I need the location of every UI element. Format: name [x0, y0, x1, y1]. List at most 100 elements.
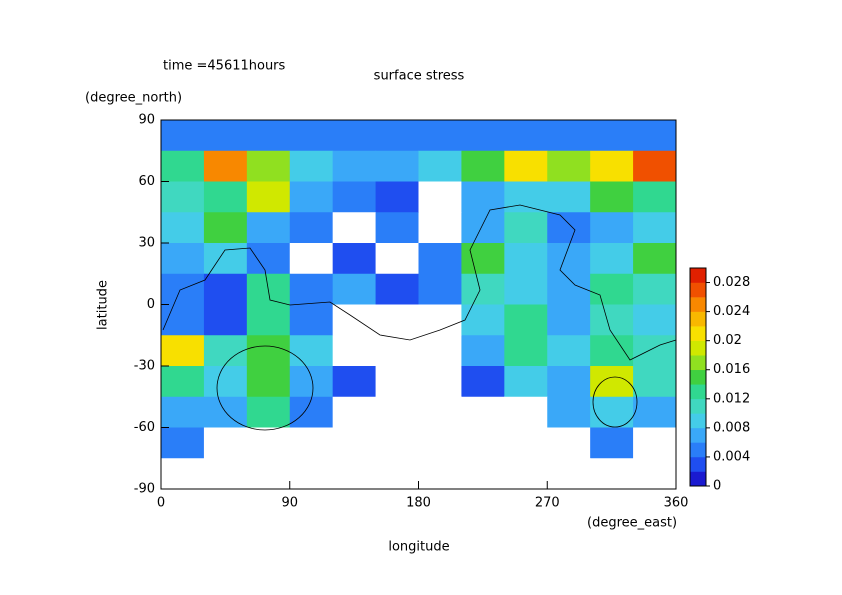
- colorbar-swatch: [690, 456, 706, 472]
- field-cell: [547, 396, 591, 428]
- field-cell: [547, 120, 591, 152]
- field-cell: [161, 181, 205, 213]
- field-cell: [289, 396, 334, 428]
- field-cell: [332, 366, 377, 398]
- colorbar-swatch: [690, 268, 706, 283]
- field-cell: [332, 335, 377, 367]
- field-cell: [203, 458, 248, 490]
- field-cell: [289, 304, 334, 336]
- field: [161, 120, 677, 490]
- field-cell: [461, 458, 505, 490]
- field-cell: [461, 150, 505, 182]
- field-cell: [461, 212, 505, 244]
- field-cell: [547, 335, 591, 367]
- field-cell: [633, 181, 677, 213]
- colorbar-swatch: [690, 442, 706, 458]
- field-cell: [289, 212, 334, 244]
- field-cell: [461, 243, 505, 275]
- field-cell: [203, 120, 248, 152]
- colorbar-swatch: [690, 282, 706, 298]
- field-cell: [633, 396, 677, 428]
- x-tick-label: 360: [664, 496, 689, 511]
- field-cell: [203, 181, 248, 213]
- field-cell: [418, 243, 462, 275]
- field-cell: [504, 335, 548, 367]
- y-axis-label: latitude: [96, 280, 111, 330]
- field-cell: [633, 243, 677, 275]
- field-cell: [375, 335, 419, 367]
- field-cell: [375, 273, 419, 305]
- field-cell: [203, 243, 248, 275]
- plot-frame: [160, 119, 677, 490]
- chart-title: surface stress: [374, 69, 465, 84]
- field-cell: [590, 212, 634, 244]
- field-cell: [418, 396, 462, 428]
- field-cell: [461, 427, 505, 459]
- field-cell: [289, 366, 334, 398]
- field-cell: [289, 120, 334, 152]
- colorbar-swatch: [690, 326, 706, 341]
- field-cell: [161, 427, 205, 459]
- field-cell: [633, 335, 677, 367]
- field-cell: [418, 212, 462, 244]
- x-tick-label: 270: [535, 496, 560, 511]
- field-cell: [590, 150, 634, 182]
- colorbar-swatch: [690, 427, 706, 443]
- field-cell: [246, 304, 291, 336]
- field-cell: [633, 212, 677, 244]
- field-cell: [547, 181, 591, 213]
- field-cell: [461, 181, 505, 213]
- field-cell: [418, 458, 462, 490]
- field-cell: [590, 304, 634, 336]
- field-cell: [161, 366, 205, 398]
- field-cell: [161, 243, 205, 275]
- x-unit: (degree_east): [587, 516, 677, 531]
- x-tick-label: 90: [281, 496, 298, 511]
- field-cell: [504, 150, 548, 182]
- field-cell: [590, 396, 634, 428]
- field-cell: [375, 427, 419, 459]
- field-cell: [547, 212, 591, 244]
- field-cell: [375, 120, 419, 152]
- field-cell: [246, 150, 291, 182]
- field-cell: [504, 243, 548, 275]
- field-cell: [461, 304, 505, 336]
- x-tick-label: 0: [157, 496, 165, 511]
- field-cell: [375, 304, 419, 336]
- y-tick-label: -30: [134, 359, 155, 374]
- field-cell: [161, 212, 205, 244]
- field-cell: [547, 150, 591, 182]
- colorbar-frame: [689, 267, 707, 487]
- y-tick-label: -60: [134, 420, 155, 435]
- colorbar-swatch: [690, 355, 706, 371]
- field-cell: [161, 120, 205, 152]
- field-cell: [590, 458, 634, 490]
- field-cell: [332, 396, 377, 428]
- field-cell: [547, 243, 591, 275]
- field-cell: [461, 273, 505, 305]
- field-cell: [289, 427, 334, 459]
- field-cell: [633, 304, 677, 336]
- field-cell: [461, 120, 505, 152]
- field-cell: [332, 212, 377, 244]
- field-cell: [203, 366, 248, 398]
- field-cell: [590, 366, 634, 398]
- field-cell: [246, 243, 291, 275]
- y-tick-label: 90: [138, 113, 155, 128]
- field-cell: [504, 458, 548, 490]
- field-cell: [289, 181, 334, 213]
- field-cell: [246, 396, 291, 428]
- field-cell: [332, 427, 377, 459]
- y-tick-label: 60: [138, 174, 155, 189]
- field-cell: [161, 150, 205, 182]
- field-cell: [289, 273, 334, 305]
- field-cell: [504, 304, 548, 336]
- field-cell: [418, 335, 462, 367]
- field-cell: [203, 212, 248, 244]
- field-cell: [418, 181, 462, 213]
- field-cell: [461, 396, 505, 428]
- field-cell: [375, 366, 419, 398]
- colorbar-tick-label: 0.004: [713, 449, 750, 464]
- field-cell: [418, 120, 462, 152]
